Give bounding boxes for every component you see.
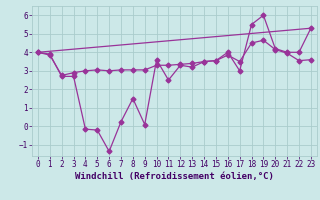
X-axis label: Windchill (Refroidissement éolien,°C): Windchill (Refroidissement éolien,°C) (75, 172, 274, 181)
